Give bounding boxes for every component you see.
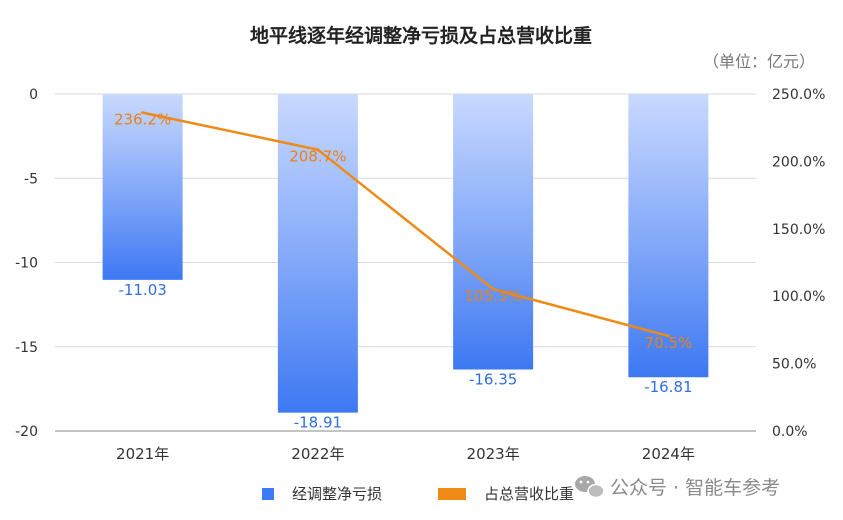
left-tick-label: -20: [15, 424, 38, 440]
bar: [277, 94, 358, 413]
left-tick-label: 0: [29, 87, 38, 103]
line-point: [491, 287, 495, 291]
line-value-label: 208.7%: [289, 148, 346, 166]
line-value-label: 105.3%: [465, 287, 522, 305]
right-tick-label: 0.0%: [772, 424, 808, 440]
category-label: 2022年: [291, 445, 344, 463]
watermark: 公众号 · 智能车参考: [575, 476, 780, 499]
legend: 经调整净亏损 占总营收比重: [262, 485, 574, 503]
bar-value-label: -18.91: [294, 414, 342, 432]
bar: [453, 94, 534, 370]
bar-value-label: -16.35: [469, 370, 517, 388]
line-point: [141, 111, 145, 115]
legend-swatch-line: [438, 488, 466, 500]
right-tick-label: 100.0%: [772, 289, 825, 305]
right-tick-label: 50.0%: [772, 357, 816, 373]
bar-value-label: -16.81: [644, 378, 692, 396]
right-tick-label: 250.0%: [772, 87, 825, 103]
left-tick-label: -5: [24, 171, 38, 187]
category-labels: 2021年 2022年 2023年 2024年: [116, 445, 695, 463]
left-axis-ticks: 0 -5 -10 -15 -20: [15, 87, 38, 440]
right-axis-ticks: 250.0% 200.0% 150.0% 100.0% 50.0% 0.0%: [772, 87, 825, 440]
bar-series: [102, 94, 709, 413]
line-value-labels: 236.2% 208.7% 105.3% 70.5%: [114, 111, 692, 352]
category-label: 2021年: [116, 445, 169, 463]
line-point: [316, 148, 320, 152]
legend-label-line: 占总营收比重: [484, 485, 574, 503]
legend-swatch-bar: [262, 488, 274, 500]
line-series: [141, 111, 670, 338]
category-label: 2023年: [467, 445, 520, 463]
legend-label-bar: 经调整净亏损: [292, 485, 382, 503]
watermark-text: 公众号 · 智能车参考: [610, 477, 780, 499]
right-tick-label: 150.0%: [772, 222, 825, 238]
line-value-label: 70.5%: [645, 334, 693, 352]
left-tick-label: -15: [15, 340, 38, 356]
series-line: [142, 111, 669, 338]
category-label: 2024年: [642, 445, 695, 463]
line-point: [666, 334, 670, 338]
chart-title: 地平线逐年经调整净亏损及占总营收比重: [250, 24, 592, 47]
unit-note: （单位：亿元）: [703, 52, 815, 71]
line-value-label: 236.2%: [114, 111, 171, 129]
wechat-icon: [575, 476, 605, 499]
bar-value-label: -11.03: [118, 281, 166, 299]
bar-value-labels: -11.03 -18.91 -16.35 -16.81: [118, 281, 692, 432]
bar: [102, 94, 183, 280]
left-tick-label: -10: [15, 256, 38, 272]
right-tick-label: 200.0%: [772, 154, 825, 170]
